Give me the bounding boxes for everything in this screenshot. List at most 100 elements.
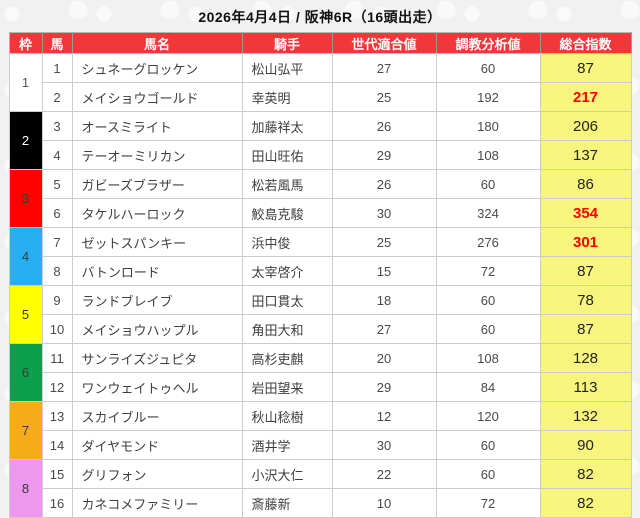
race-table: 枠馬馬名 騎手 世代適合値 調教分析値 総合指数 1 1 シュネーグロッケン 松山弘平 27 60… bbox=[8, 32, 632, 518]
horse-name: メイショウゴールド bbox=[71, 82, 243, 112]
table-row: 14 ダイヤモンド 酒井学 30 60 90 bbox=[9, 430, 632, 460]
table-row: 8 15 グリフォン 小沢大仁 22 60 82 bbox=[8, 459, 632, 518]
total-index-value: 82 bbox=[539, 488, 632, 518]
horse-name: サンライズジュピタ bbox=[71, 343, 243, 373]
frame-cell: 8 bbox=[8, 459, 43, 518]
total-index-value: 137 bbox=[539, 140, 632, 170]
jockey-name: 岩田望来 bbox=[241, 372, 333, 402]
frame-cell: 1 bbox=[8, 53, 43, 112]
generation-fit-value: 30 bbox=[331, 430, 437, 460]
jockey-name: 斎藤新 bbox=[241, 488, 333, 518]
horse-number: 13 bbox=[41, 401, 73, 431]
training-analysis-value: 60 bbox=[435, 459, 541, 489]
column-header-generation-fit: 世代適合値 bbox=[332, 32, 437, 54]
frame-cell: 6 bbox=[8, 343, 43, 402]
horse-number: 7 bbox=[41, 227, 73, 257]
total-index-value: 78 bbox=[539, 285, 632, 315]
generation-fit-value: 29 bbox=[331, 372, 437, 402]
horse-name: ダイヤモンド bbox=[71, 430, 243, 460]
horse-name: ワンウェイトゥヘル bbox=[71, 372, 243, 402]
frame-cell: 2 bbox=[8, 111, 43, 170]
generation-fit-value: 29 bbox=[331, 140, 437, 170]
training-analysis-value: 60 bbox=[435, 430, 541, 460]
total-index-value: 87 bbox=[539, 256, 632, 286]
horse-number: 2 bbox=[41, 82, 73, 112]
generation-fit-value: 30 bbox=[331, 198, 437, 228]
horse-name: テーオーミリカン bbox=[71, 140, 243, 170]
column-header-training-analysis: 調教分析値 bbox=[436, 32, 541, 54]
column-header-total-index: 総合指数 bbox=[540, 32, 632, 54]
training-analysis-value: 60 bbox=[435, 314, 541, 344]
training-analysis-value: 108 bbox=[435, 140, 541, 170]
horse-number: 10 bbox=[41, 314, 73, 344]
training-analysis-value: 120 bbox=[435, 401, 541, 431]
table-row: 5 9 ランドブレイブ 田口貫太 18 60 78 bbox=[8, 285, 632, 344]
table-row: 4 7 ゼットスパンキー 浜中俊 25 276 301 bbox=[8, 227, 632, 286]
total-index-value: 87 bbox=[539, 53, 632, 83]
race-title: 2026年4月4日 / 阪神6R（16頭出走） bbox=[198, 9, 442, 25]
total-index-value: 206 bbox=[539, 111, 632, 141]
table-row: 1 1 シュネーグロッケン 松山弘平 27 60 87 bbox=[8, 53, 632, 112]
horse-number: 12 bbox=[41, 372, 73, 402]
jockey-name: 高杉吏麒 bbox=[241, 343, 333, 373]
frame-cell: 4 bbox=[8, 227, 43, 286]
table-row: 2 3 オースミライト 加藤祥太 26 180 206 bbox=[8, 111, 632, 170]
horse-name: バトンロード bbox=[71, 256, 243, 286]
generation-fit-value: 26 bbox=[331, 169, 437, 199]
generation-fit-value: 22 bbox=[331, 459, 437, 489]
table-row: 4 テーオーミリカン 田山旺佑 29 108 137 bbox=[9, 140, 632, 170]
horse-number: 3 bbox=[41, 111, 73, 141]
horse-name: カネコメファミリー bbox=[71, 488, 243, 518]
jockey-name: 鮫島克駿 bbox=[241, 198, 333, 228]
jockey-name: 秋山稔樹 bbox=[241, 401, 333, 431]
column-header-horse-name: 馬名 bbox=[72, 32, 243, 54]
horse-name: ランドブレイブ bbox=[71, 285, 243, 315]
horse-number: 4 bbox=[41, 140, 73, 170]
jockey-name: 幸英明 bbox=[241, 82, 333, 112]
generation-fit-value: 26 bbox=[331, 111, 437, 141]
horse-name: スカイブルー bbox=[71, 401, 243, 431]
total-index-value: 113 bbox=[539, 372, 632, 402]
table-row: 7 13 スカイブルー 秋山稔樹 12 120 132 bbox=[8, 401, 632, 460]
table-row: 12 ワンウェイトゥヘル 岩田望来 29 84 113 bbox=[9, 372, 632, 402]
generation-fit-value: 15 bbox=[331, 256, 437, 286]
horse-number: 15 bbox=[41, 459, 73, 489]
training-analysis-value: 60 bbox=[435, 169, 541, 199]
total-index-value: 82 bbox=[539, 459, 632, 489]
horse-number: 14 bbox=[41, 430, 73, 460]
training-analysis-value: 60 bbox=[435, 53, 541, 83]
generation-fit-value: 12 bbox=[331, 401, 437, 431]
training-analysis-value: 192 bbox=[435, 82, 541, 112]
total-index-value: 90 bbox=[539, 430, 632, 460]
jockey-name: 松若風馬 bbox=[241, 169, 333, 199]
training-analysis-value: 84 bbox=[435, 372, 541, 402]
horse-number: 11 bbox=[41, 343, 73, 373]
generation-fit-value: 20 bbox=[331, 343, 437, 373]
jockey-name: 小沢大仁 bbox=[241, 459, 333, 489]
table-row: 6 タケルハーロック 鮫島克駿 30 324 354 bbox=[9, 198, 632, 228]
training-analysis-value: 108 bbox=[435, 343, 541, 373]
horse-number: 6 bbox=[41, 198, 73, 228]
generation-fit-value: 18 bbox=[331, 285, 437, 315]
frame-cell: 5 bbox=[8, 285, 43, 344]
generation-fit-value: 27 bbox=[331, 53, 437, 83]
training-analysis-value: 60 bbox=[435, 285, 541, 315]
jockey-name: 加藤祥太 bbox=[241, 111, 333, 141]
horse-name: グリフォン bbox=[71, 459, 243, 489]
jockey-name: 田口貫太 bbox=[241, 285, 333, 315]
table-row: 16 カネコメファミリー 斎藤新 10 72 82 bbox=[9, 488, 632, 518]
training-analysis-value: 180 bbox=[435, 111, 541, 141]
generation-fit-value: 10 bbox=[331, 488, 437, 518]
generation-fit-value: 25 bbox=[331, 227, 437, 257]
horse-number: 1 bbox=[41, 53, 73, 83]
total-index-value: 128 bbox=[539, 343, 632, 373]
total-index-value: 301 bbox=[539, 227, 632, 257]
total-index-value: 86 bbox=[539, 169, 632, 199]
column-header-frame: 枠 bbox=[9, 32, 43, 54]
total-index-value: 87 bbox=[539, 314, 632, 344]
column-header-horse-number: 馬 bbox=[42, 32, 73, 54]
column-header-jockey: 騎手 bbox=[242, 32, 333, 54]
total-index-value: 217 bbox=[539, 82, 632, 112]
horse-number: 16 bbox=[41, 488, 73, 518]
